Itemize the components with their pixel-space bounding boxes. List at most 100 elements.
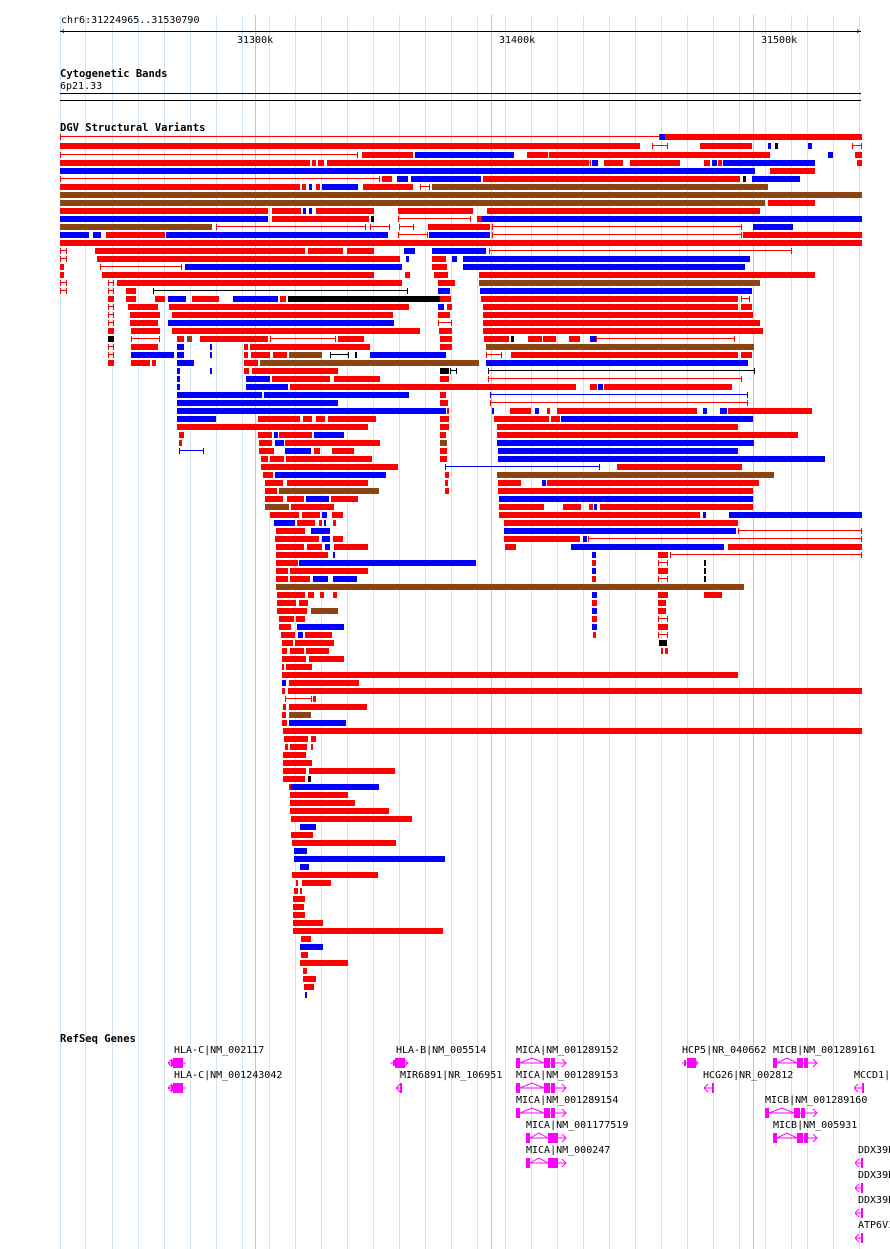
dgv-variant[interactable] xyxy=(741,304,752,310)
dgv-variant[interactable] xyxy=(261,464,398,470)
dgv-variant[interactable] xyxy=(60,272,64,278)
dgv-variant[interactable] xyxy=(258,416,300,422)
dgv-variant[interactable] xyxy=(177,408,446,414)
dgv-variant[interactable] xyxy=(661,648,663,654)
dgv-variant[interactable] xyxy=(246,384,288,390)
dgv-variant[interactable] xyxy=(246,376,270,382)
dgv-variant[interactable] xyxy=(290,792,348,798)
dgv-variant[interactable] xyxy=(290,576,310,582)
dgv-variant[interactable] xyxy=(600,504,753,510)
gene-model[interactable] xyxy=(168,1082,190,1094)
dgv-variant[interactable] xyxy=(210,352,212,358)
dgv-variant[interactable] xyxy=(290,800,355,806)
dgv-variant[interactable] xyxy=(445,488,449,494)
dgv-variant[interactable] xyxy=(252,368,338,374)
dgv-variant[interactable] xyxy=(169,304,409,310)
dgv-variant[interactable] xyxy=(483,176,740,182)
dgv-variant[interactable] xyxy=(483,328,763,334)
dgv-variant[interactable] xyxy=(155,296,165,302)
gene-model[interactable] xyxy=(168,1057,190,1069)
dgv-variant[interactable] xyxy=(274,432,278,438)
dgv-variant[interactable] xyxy=(463,256,750,262)
dgv-variant[interactable] xyxy=(168,320,394,326)
gene-model[interactable] xyxy=(704,1082,718,1094)
dgv-variant[interactable] xyxy=(216,226,366,227)
dgv-variant[interactable] xyxy=(288,296,440,302)
dgv-variant[interactable] xyxy=(450,370,457,371)
dgv-variant[interactable] xyxy=(282,688,285,694)
dgv-variant[interactable] xyxy=(497,424,738,430)
dgv-variant[interactable] xyxy=(592,608,597,614)
dgv-variant[interactable] xyxy=(571,544,724,550)
dgv-variant[interactable] xyxy=(768,200,815,206)
dgv-variant[interactable] xyxy=(308,592,314,598)
dgv-variant[interactable] xyxy=(498,448,738,454)
dgv-variant[interactable] xyxy=(704,576,706,582)
dgv-variant[interactable] xyxy=(347,248,374,254)
dgv-variant[interactable] xyxy=(265,488,277,494)
dgv-variant[interactable] xyxy=(284,736,308,742)
dgv-variant[interactable] xyxy=(131,352,174,358)
dgv-variant[interactable] xyxy=(551,416,560,422)
dgv-variant[interactable] xyxy=(300,944,323,950)
dgv-variant[interactable] xyxy=(828,152,833,158)
dgv-variant[interactable] xyxy=(307,544,322,550)
dgv-variant[interactable] xyxy=(440,344,452,350)
dgv-variant[interactable] xyxy=(280,296,286,302)
dgv-variant[interactable] xyxy=(852,145,862,146)
dgv-variant[interactable] xyxy=(432,184,768,190)
dgv-variant[interactable] xyxy=(192,296,219,302)
dgv-variant[interactable] xyxy=(494,416,549,422)
dgv-variant[interactable] xyxy=(483,320,760,326)
dgv-variant[interactable] xyxy=(316,184,320,190)
dgv-variant[interactable] xyxy=(187,336,192,342)
dgv-variant[interactable] xyxy=(547,480,759,486)
dgv-variant[interactable] xyxy=(499,496,753,502)
dgv-variant[interactable] xyxy=(324,520,326,526)
dgv-variant[interactable] xyxy=(313,576,328,582)
gene-label[interactable]: DDX39B| xyxy=(858,1145,890,1156)
dgv-variant[interactable] xyxy=(432,264,447,270)
dgv-variant[interactable] xyxy=(102,272,374,278)
dgv-variant[interactable] xyxy=(333,520,336,526)
dgv-variant[interactable] xyxy=(277,608,307,614)
dgv-variant[interactable] xyxy=(166,232,388,238)
dgv-variant[interactable] xyxy=(362,152,413,158)
gene-label[interactable]: HCG26|NR_002812 xyxy=(703,1070,794,1081)
dgv-variant[interactable] xyxy=(131,328,160,334)
gene-model[interactable] xyxy=(516,1057,570,1069)
gene-model[interactable] xyxy=(396,1082,406,1094)
dgv-variant[interactable] xyxy=(305,632,332,638)
dgv-variant[interactable] xyxy=(497,432,798,438)
dgv-variant[interactable] xyxy=(294,888,298,894)
dgv-variant[interactable] xyxy=(179,440,182,446)
dgv-variant[interactable] xyxy=(371,216,374,222)
dgv-variant[interactable] xyxy=(483,312,753,318)
dgv-variant[interactable] xyxy=(438,304,444,310)
dgv-variant[interactable] xyxy=(542,480,546,486)
dgv-variant[interactable] xyxy=(322,512,327,518)
dgv-variant[interactable] xyxy=(658,624,668,630)
dgv-variant[interactable] xyxy=(660,134,665,140)
dgv-variant[interactable] xyxy=(592,592,597,598)
dgv-variant[interactable] xyxy=(658,608,666,614)
gene-model[interactable] xyxy=(765,1107,821,1119)
dgv-variant[interactable] xyxy=(617,464,742,470)
dgv-variant[interactable] xyxy=(302,880,331,886)
dgv-variant[interactable] xyxy=(704,160,710,166)
dgv-variant[interactable] xyxy=(445,480,448,486)
dgv-variant[interactable] xyxy=(723,160,815,166)
dgv-variant[interactable] xyxy=(297,520,315,526)
dgv-variant[interactable] xyxy=(293,928,443,934)
dgv-variant[interactable] xyxy=(276,528,305,534)
dgv-variant[interactable] xyxy=(308,776,311,782)
dgv-variant[interactable] xyxy=(420,186,430,187)
dgv-variant[interactable] xyxy=(177,424,368,430)
dgv-variant[interactable] xyxy=(592,576,596,582)
gene-label[interactable]: MICA|NM_001177519 xyxy=(526,1120,629,1131)
dgv-variant[interactable] xyxy=(276,544,304,550)
dgv-variant[interactable] xyxy=(283,760,312,766)
dgv-variant[interactable] xyxy=(333,576,357,582)
dgv-variant[interactable] xyxy=(294,856,445,862)
dgv-variant[interactable] xyxy=(447,408,449,414)
